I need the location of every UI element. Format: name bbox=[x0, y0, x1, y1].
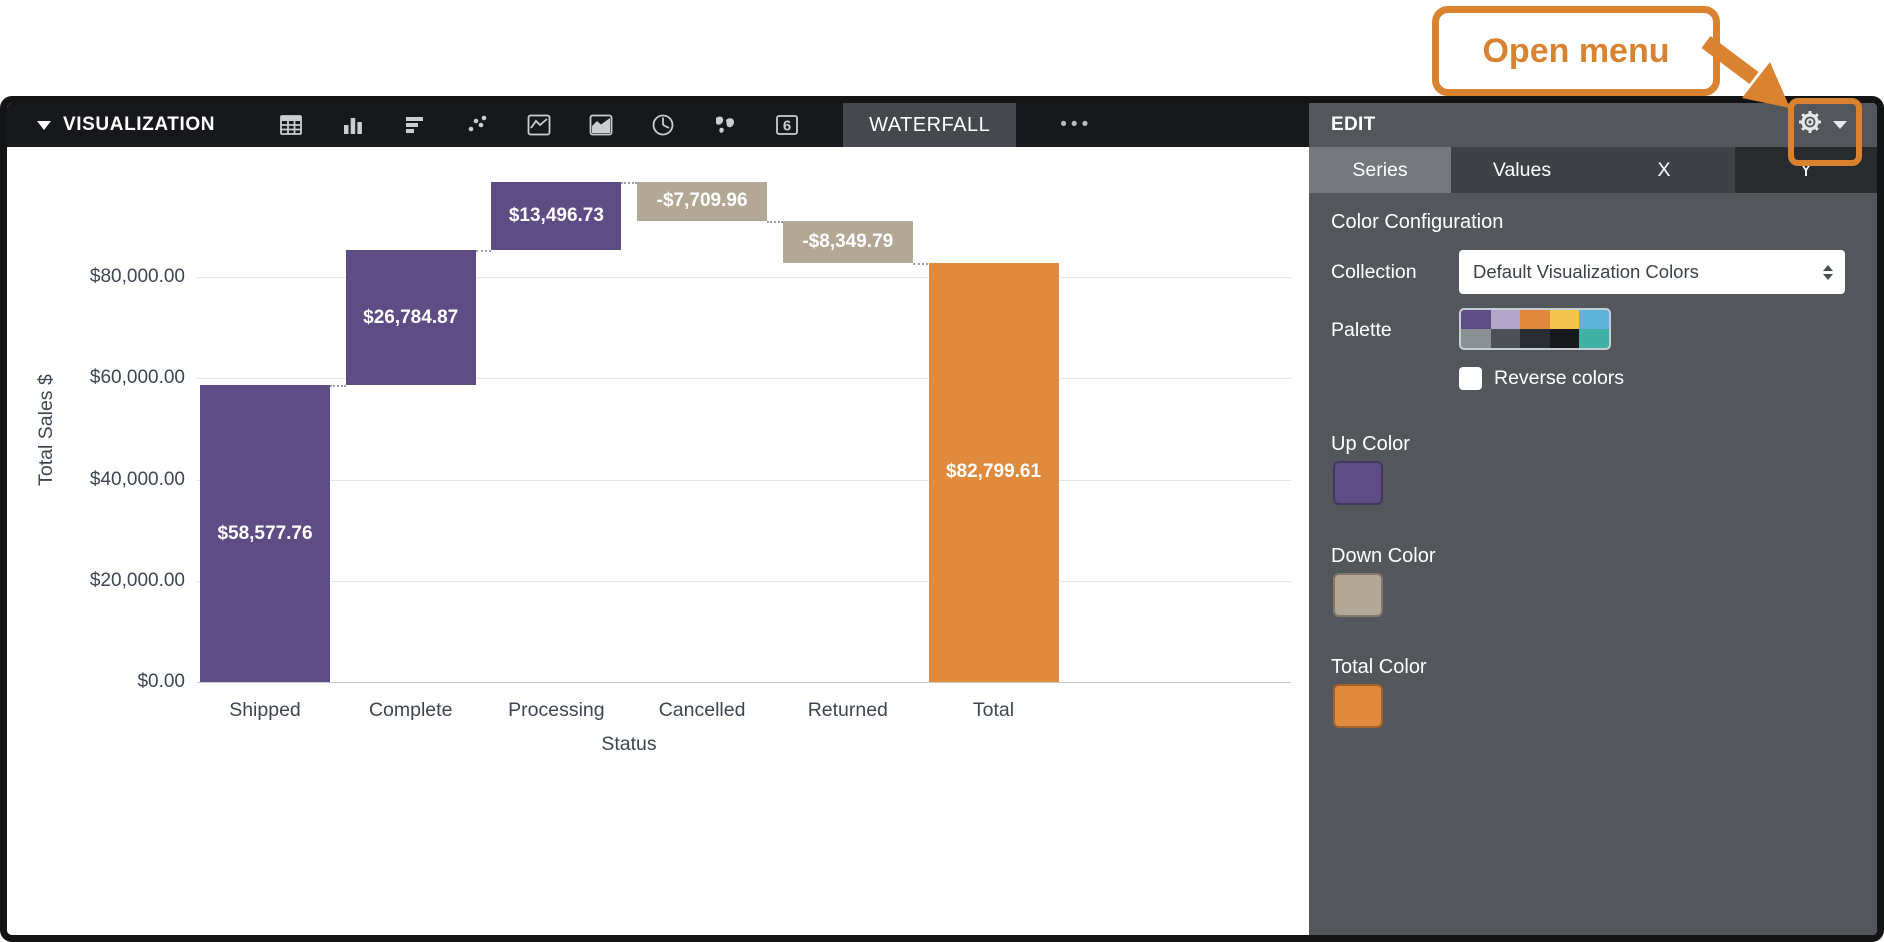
chevron-down-icon bbox=[37, 120, 51, 130]
edit-panel-tabs: Series Values X Y bbox=[1309, 147, 1877, 193]
bar-value-label: $82,799.61 bbox=[945, 461, 1042, 483]
gridline bbox=[197, 479, 1291, 481]
palette-color-cell bbox=[1490, 310, 1521, 329]
settings-menu-button[interactable] bbox=[1795, 107, 1847, 143]
palette-color-cell bbox=[1461, 310, 1491, 329]
chart-type-icon-row: 6 bbox=[277, 111, 801, 139]
gridline bbox=[197, 682, 1291, 683]
chart-type-waterfall-tab[interactable]: WATERFALL bbox=[843, 103, 1017, 147]
gear-icon bbox=[1795, 107, 1825, 143]
annotation-label: Open menu bbox=[1482, 31, 1670, 70]
bar-value-label: $58,577.76 bbox=[217, 522, 313, 544]
header-row: VISUALIZATION bbox=[7, 103, 1877, 147]
palette-label: Palette bbox=[1331, 319, 1392, 341]
collection-select[interactable]: Default Visualization Colors bbox=[1459, 250, 1845, 294]
waterfall-bar-total[interactable] bbox=[928, 262, 1059, 682]
connector-line bbox=[330, 385, 346, 388]
table-chart-icon[interactable] bbox=[277, 111, 305, 139]
select-arrows-icon bbox=[1823, 264, 1833, 280]
waterfall-bar-processing[interactable] bbox=[491, 181, 622, 250]
connector-line bbox=[767, 220, 783, 223]
total-color-label: Total Color bbox=[1331, 656, 1427, 678]
x-axis-category-label: Total bbox=[972, 699, 1015, 721]
reverse-colors-label: Reverse colors bbox=[1494, 367, 1625, 389]
y-axis-tick-label: $60,000.00 bbox=[89, 367, 185, 389]
map-chart-icon[interactable] bbox=[711, 111, 739, 139]
tab-y[interactable]: Y bbox=[1735, 147, 1877, 193]
svg-text:6: 6 bbox=[783, 118, 791, 135]
palette-color-cell bbox=[1549, 310, 1580, 329]
visualization-toolbar: VISUALIZATION bbox=[7, 103, 1309, 147]
column-chart-icon[interactable] bbox=[339, 111, 367, 139]
y-axis-tick-label: $20,000.00 bbox=[89, 569, 185, 591]
palette-color-cell bbox=[1579, 310, 1609, 329]
color-configuration-heading: Color Configuration bbox=[1331, 211, 1504, 233]
reverse-colors-checkbox[interactable] bbox=[1459, 367, 1482, 390]
bar-value-label: $13,496.73 bbox=[508, 204, 604, 226]
bar-value-label: -$8,349.79 bbox=[802, 230, 894, 252]
connector-line bbox=[912, 262, 929, 265]
tab-values[interactable]: Values bbox=[1451, 147, 1593, 193]
gridline bbox=[197, 580, 1291, 582]
tab-x[interactable]: X bbox=[1593, 147, 1735, 193]
waterfall-chart: Total Sales $ Status $0.00 $20,000.00 $40,… bbox=[7, 147, 1309, 935]
waterfall-bar-returned[interactable] bbox=[782, 220, 913, 263]
edit-panel-title: EDIT bbox=[1331, 114, 1376, 135]
palette-color-cell bbox=[1490, 329, 1521, 348]
down-color-label: Down Color bbox=[1331, 545, 1436, 567]
waterfall-bar-cancelled[interactable] bbox=[637, 181, 768, 221]
visualization-section-toggle[interactable]: VISUALIZATION bbox=[37, 114, 215, 136]
y-axis-tick-label: $80,000.00 bbox=[89, 266, 185, 287]
scatter-chart-icon[interactable] bbox=[463, 111, 491, 139]
tab-series[interactable]: Series bbox=[1309, 147, 1451, 193]
y-axis-tick-label: $0.00 bbox=[137, 671, 185, 692]
series-tab-content: Color Configuration Collection Default V… bbox=[1309, 193, 1877, 935]
edit-panel: Series Values X Y Color Configuration Co… bbox=[1309, 147, 1877, 935]
more-options-button[interactable]: ••• bbox=[1060, 114, 1093, 135]
x-axis-category-label: Shipped bbox=[229, 699, 301, 721]
down-color-swatch[interactable] bbox=[1333, 573, 1383, 617]
edit-panel-header: EDIT bbox=[1309, 103, 1877, 147]
app-window: VISUALIZATION bbox=[0, 96, 1884, 942]
pie-chart-icon[interactable] bbox=[649, 111, 677, 139]
x-axis-category-label: Returned bbox=[807, 699, 888, 721]
waterfall-bar-complete[interactable] bbox=[345, 249, 476, 386]
line-chart-icon[interactable] bbox=[525, 111, 553, 139]
bar-value-label: -$7,709.96 bbox=[656, 190, 748, 212]
area-chart-icon[interactable] bbox=[587, 111, 615, 139]
gridline bbox=[197, 378, 1291, 380]
collection-label: Collection bbox=[1331, 261, 1417, 283]
visualization-title: VISUALIZATION bbox=[63, 114, 216, 135]
single-value-icon[interactable]: 6 bbox=[773, 111, 801, 139]
palette-color-cell bbox=[1520, 310, 1550, 329]
palette-color-cell bbox=[1520, 329, 1550, 348]
content-row: Total Sales $ Status $0.00 $20,000.00 $40,… bbox=[7, 147, 1877, 935]
connector-line bbox=[621, 181, 638, 184]
x-axis-title: Status bbox=[601, 733, 657, 755]
bar-value-label: $26,784.87 bbox=[363, 306, 459, 328]
connector-line bbox=[475, 249, 492, 252]
palette-color-cell bbox=[1461, 329, 1491, 348]
palette-swatch[interactable] bbox=[1459, 308, 1611, 350]
palette-color-cell bbox=[1579, 329, 1609, 348]
up-color-swatch[interactable] bbox=[1333, 461, 1383, 505]
total-color-swatch[interactable] bbox=[1333, 684, 1383, 728]
reverse-colors-option[interactable]: Reverse colors bbox=[1459, 367, 1624, 390]
x-axis-category-label: Complete bbox=[368, 699, 453, 721]
annotation-open-menu: Open menu bbox=[1432, 6, 1720, 96]
gridline bbox=[197, 277, 1291, 278]
y-axis-tick-label: $40,000.00 bbox=[89, 468, 185, 490]
bar-chart-icon[interactable] bbox=[401, 111, 429, 139]
x-axis-category-label: Cancelled bbox=[658, 699, 746, 721]
palette-color-cell bbox=[1549, 329, 1580, 348]
waterfall-bar-shipped[interactable] bbox=[200, 385, 330, 682]
up-color-label: Up Color bbox=[1331, 433, 1410, 455]
chevron-down-icon bbox=[1833, 121, 1847, 129]
x-axis-category-label: Processing bbox=[508, 699, 605, 721]
collection-selected-value: Default Visualization Colors bbox=[1473, 261, 1699, 282]
